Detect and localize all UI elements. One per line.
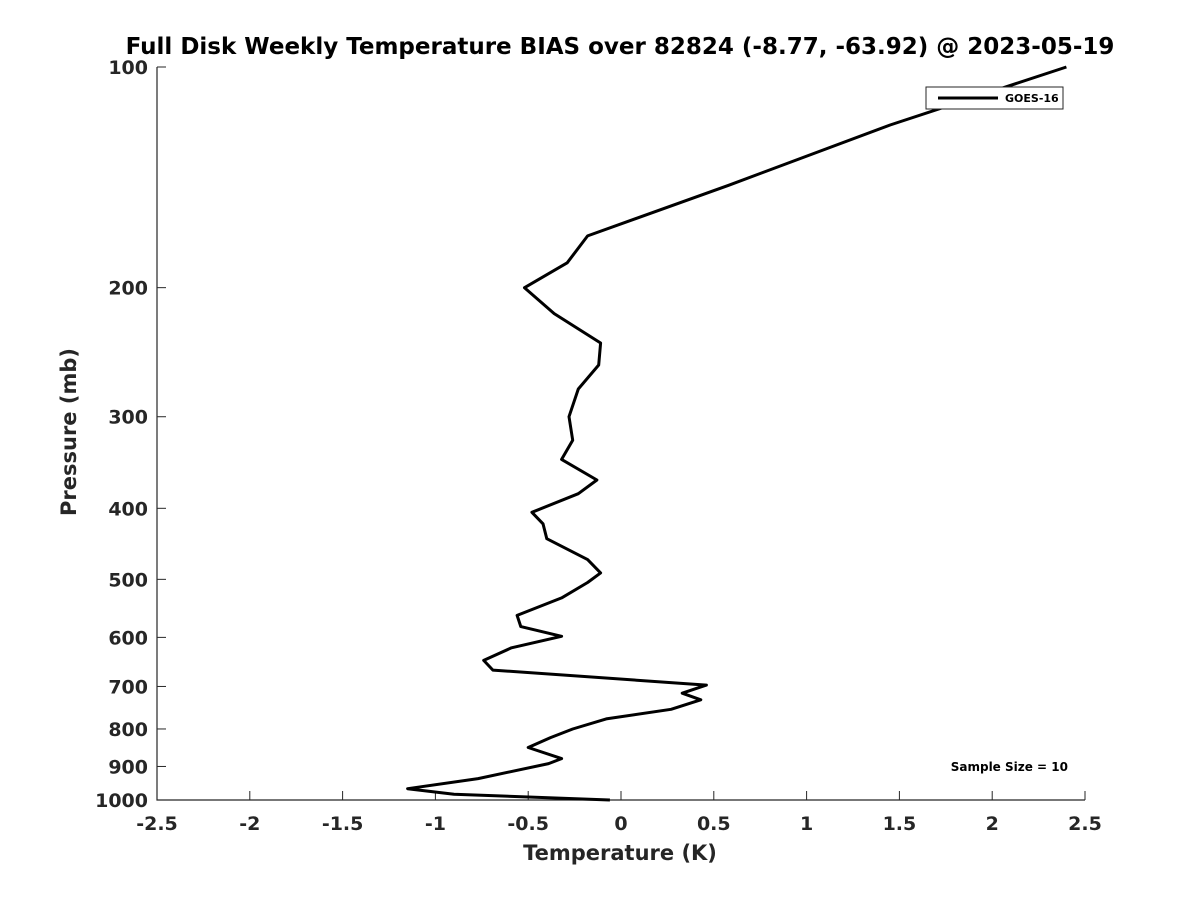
chart-title: Full Disk Weekly Temperature BIAS over 8…	[126, 34, 1115, 60]
y-axis-ticks: 100 200 300 400 500 600 700 800 900 1000	[95, 57, 166, 812]
legend-label-goes-16: GOES-16	[1005, 92, 1059, 105]
x-tick-label: -0.5	[507, 813, 549, 835]
y-tick-label: 500	[108, 569, 148, 591]
x-axis-label: Temperature (K)	[523, 841, 717, 865]
sample-size-annotation: Sample Size = 10	[951, 760, 1068, 774]
y-axis-label: Pressure (mb)	[57, 348, 81, 516]
y-tick-label: 1000	[95, 790, 148, 812]
x-tick-label: 2	[986, 813, 999, 835]
x-axis-ticks: -2.5 -2 -1.5 -1 -0.5 0 0.5 1 1.5 2 2.5	[136, 791, 1102, 835]
x-tick-label: -1	[425, 813, 446, 835]
y-tick-label: 100	[108, 57, 148, 79]
y-tick-label: 700	[108, 676, 148, 698]
x-tick-label: -1.5	[322, 813, 364, 835]
plot-axes	[156, 67, 1085, 801]
y-tick-label: 300	[108, 407, 148, 429]
legend: GOES-16	[925, 86, 1064, 110]
x-tick-label: 1	[800, 813, 813, 835]
series-line-goes-16	[406, 65, 1067, 802]
y-tick-label: 400	[108, 498, 148, 520]
y-tick-label: 900	[108, 756, 148, 778]
x-tick-label: 2.5	[1068, 813, 1102, 835]
series-layer	[406, 65, 1067, 802]
x-tick-label: 0.5	[697, 813, 731, 835]
x-tick-label: -2.5	[136, 813, 178, 835]
y-tick-label: 200	[108, 278, 148, 300]
x-tick-label: 0	[614, 813, 627, 835]
x-tick-label: -2	[239, 813, 260, 835]
x-tick-label: 1.5	[883, 813, 917, 835]
y-tick-label: 800	[108, 719, 148, 741]
y-tick-label: 600	[108, 627, 148, 649]
